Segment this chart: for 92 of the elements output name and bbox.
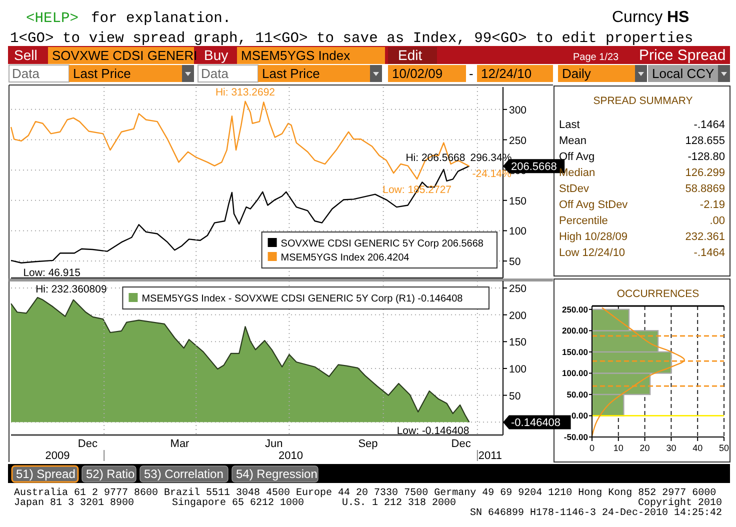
text: 2011 xyxy=(478,450,502,462)
text: 128.655 xyxy=(685,135,725,147)
annotation: Hi: 232.360809 xyxy=(36,283,107,296)
text: 53) Correlation xyxy=(144,467,224,481)
text: - xyxy=(469,66,474,81)
text: 12/24/10 xyxy=(481,66,532,81)
annotation: Low: -0.146408 xyxy=(396,425,470,438)
text: 206.5668 xyxy=(511,161,557,174)
text: Sell xyxy=(14,47,38,63)
text: 232.361 xyxy=(685,231,725,243)
text: Data xyxy=(201,66,230,81)
text: Data xyxy=(12,66,40,81)
y-tick-label: 150 xyxy=(509,336,527,349)
text: Last Price xyxy=(73,66,131,81)
y-tick-label: 100 xyxy=(509,226,527,238)
y-tick-label: 50 xyxy=(509,390,521,402)
x-tick-label: Sep xyxy=(358,438,378,450)
y-tick-label: 200.00 xyxy=(562,326,588,336)
text: SPREAD SUMMARY xyxy=(593,95,693,107)
text: -.1464 xyxy=(694,119,725,131)
y-tick-label: 100.00 xyxy=(562,368,588,378)
text: Median xyxy=(559,167,596,179)
text: Mean xyxy=(559,135,587,147)
x-tick-label: Dec xyxy=(78,438,98,450)
text: StDev xyxy=(559,183,590,195)
text: -128.80 xyxy=(688,151,725,163)
text: Page 1/23 xyxy=(573,52,620,63)
text: Percentile xyxy=(559,215,608,227)
text: -0.146408 xyxy=(511,417,561,430)
y-tick-label: 300 xyxy=(509,104,527,116)
text: 2009 xyxy=(45,450,70,462)
x-tick-label: 50 xyxy=(718,443,730,453)
text: <HELP> xyxy=(26,11,79,27)
text: .00 xyxy=(710,215,725,227)
text: Japan 81 3 3201 8900 xyxy=(14,498,134,509)
text: MSEM5YGS Index xyxy=(241,48,351,63)
annotation: Hi: 313.2692 xyxy=(215,86,276,98)
text: Low 12/24/10 xyxy=(559,247,626,259)
text: Last xyxy=(559,119,580,131)
text: 2010 xyxy=(278,450,303,462)
legend-label: SOVXWE CDSI GENERIC 5Y Corp 206.5668 xyxy=(280,238,484,250)
text: Copyright 2010 xyxy=(638,497,722,509)
text: 52) Ratio xyxy=(86,467,136,481)
text: 126.299 xyxy=(685,167,725,179)
x-tick-label: 30 xyxy=(666,443,676,453)
text: SOVXWE CDSI GENERI xyxy=(52,48,198,63)
y-tick-label: 50 xyxy=(509,256,521,268)
text: Daily xyxy=(562,66,592,81)
y-tick-label: 0.00 xyxy=(571,410,588,421)
y-tick-label: 150 xyxy=(509,195,527,208)
text: -2.19 xyxy=(700,199,725,211)
y-tick-label: 50.00 xyxy=(566,389,588,400)
legend-label: MSEM5YGS Index 206.4204 xyxy=(280,252,410,264)
chart-title: OCCURRENCES xyxy=(616,288,700,300)
text: High 10/28/09 xyxy=(559,231,628,243)
text: Local CCY xyxy=(652,66,714,81)
text: SN 646899 H178-1146-3 24-Dec-2010 14:25:42 xyxy=(470,508,722,519)
x-tick-label: 10 xyxy=(613,443,624,453)
text: Curncy xyxy=(612,9,663,26)
line-series xyxy=(10,100,470,180)
text: Edit xyxy=(398,47,422,63)
text: 54) Regression xyxy=(236,467,318,481)
x-tick-label: 40 xyxy=(692,443,703,453)
y-tick-label: 250.00 xyxy=(562,304,588,314)
x-tick-label: Jun xyxy=(265,438,283,450)
text: Singapore 65 6212 1000 xyxy=(172,497,304,509)
y-tick-label: 250 xyxy=(509,134,527,147)
y-tick-label: 150.00 xyxy=(562,346,588,357)
y-tick-label: 100 xyxy=(509,363,527,376)
y-tick-label: 250 xyxy=(509,282,527,295)
x-tick-label: 0 xyxy=(589,443,595,453)
y-tick-label: -50.00 xyxy=(564,432,588,442)
text: 1<GO> to view spread graph, 11<GO> to save as Index, 99<GO> to edit properties xyxy=(10,31,694,47)
x-tick-label: Dec xyxy=(451,438,472,450)
text: Last Price xyxy=(262,66,320,81)
text: Australia 61 2 9777 8600 Brazil 5511 3048 4500 Europe 44 20 7330 7500 Germany 49 69 9204 1210 Hong Kong 852 2977 6000 xyxy=(14,487,716,499)
text: Buy xyxy=(204,47,228,63)
text: HS xyxy=(667,9,690,26)
text: Price Spread xyxy=(639,47,726,64)
text: U.S. 1 212 318 2000 xyxy=(342,498,456,509)
text: for explanation. xyxy=(91,11,232,27)
text: 10/02/09 xyxy=(392,66,443,81)
y-tick-label: 200 xyxy=(509,310,527,322)
text: -.1464 xyxy=(694,247,725,259)
text: 51) Spread xyxy=(16,467,76,481)
x-tick-label: Mar xyxy=(170,438,190,450)
annotation: Low: 46.915 xyxy=(23,266,81,279)
text: Off Avg StDev xyxy=(559,199,628,211)
legend-label: MSEM5YGS Index - SOVXWE CDSI GENERIC 5Y Corp (R1) -0.146408 xyxy=(142,294,464,304)
x-tick-label: 20 xyxy=(640,443,650,453)
text: Off Avg xyxy=(559,151,595,163)
text: 58.8869 xyxy=(685,183,725,195)
